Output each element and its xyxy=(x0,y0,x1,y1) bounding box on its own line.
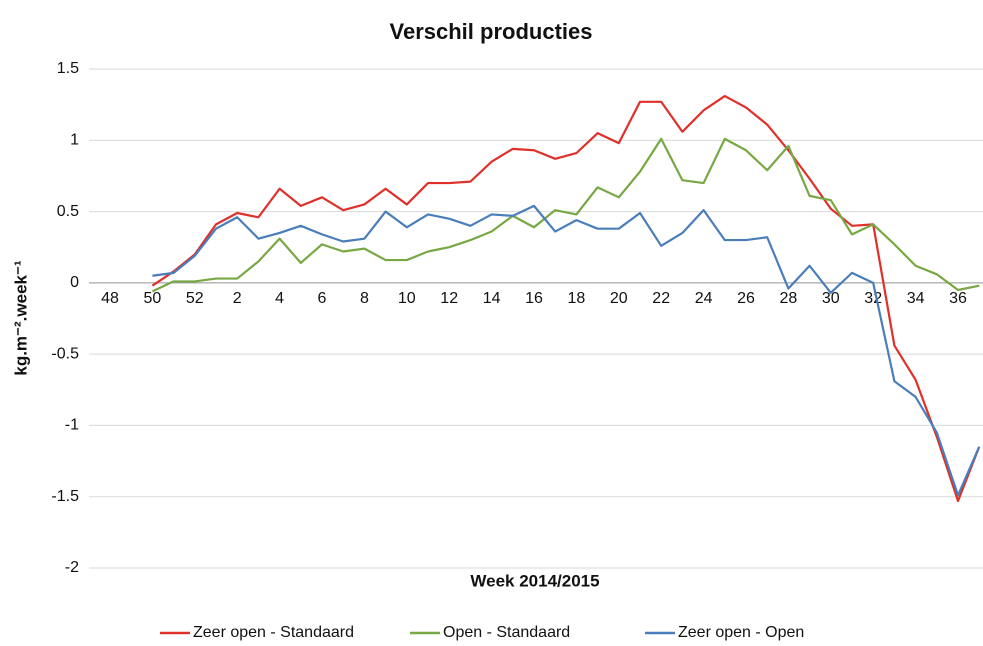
x-tick-label: 24 xyxy=(695,290,713,307)
x-tick-label: 36 xyxy=(949,290,967,307)
x-tick-label: 14 xyxy=(483,290,501,307)
y-tick-label: -1 xyxy=(65,417,79,434)
x-tick-label: 4 xyxy=(275,290,284,307)
y-tick-label: 1.5 xyxy=(57,60,79,77)
x-tick-label: 22 xyxy=(652,290,670,307)
x-tick-label: 34 xyxy=(907,290,925,307)
x-tick-label: 20 xyxy=(610,290,628,307)
y-tick-label: -1.5 xyxy=(51,488,79,505)
x-tick-label: 52 xyxy=(186,290,204,307)
x-tick-label: 32 xyxy=(864,290,882,307)
x-tick-label: 50 xyxy=(144,290,162,307)
legend-label: Zeer open - Open xyxy=(678,624,804,641)
x-tick-label: 8 xyxy=(360,290,369,307)
x-tick-label: 30 xyxy=(822,290,840,307)
series-line xyxy=(151,137,980,293)
y-axis-title: kg.m⁻².week⁻¹ xyxy=(11,260,30,376)
y-tick-label: 0.5 xyxy=(57,203,79,220)
x-tick-label: 28 xyxy=(780,290,798,307)
x-tick-label: 26 xyxy=(737,290,755,307)
x-tick-label: 18 xyxy=(568,290,586,307)
y-tick-label: -2 xyxy=(65,559,79,576)
x-tick-label: 48 xyxy=(101,290,119,307)
y-tick-label: 1 xyxy=(70,132,79,149)
x-tick-label: 10 xyxy=(398,290,416,307)
y-tick-label: 0 xyxy=(70,274,79,291)
chart-title: Verschil producties xyxy=(390,19,593,44)
x-tick-label: 2 xyxy=(233,290,242,307)
legend-label: Open - Standaard xyxy=(443,624,570,641)
x-tick-label: 6 xyxy=(318,290,327,307)
x-tick-label: 12 xyxy=(440,290,458,307)
x-tick-label: 16 xyxy=(525,290,543,307)
legend-label: Zeer open - Standaard xyxy=(193,624,354,641)
y-tick-label: -0.5 xyxy=(51,345,79,362)
x-axis-title: Week 2014/2015 xyxy=(470,571,599,590)
series-line xyxy=(152,204,981,497)
